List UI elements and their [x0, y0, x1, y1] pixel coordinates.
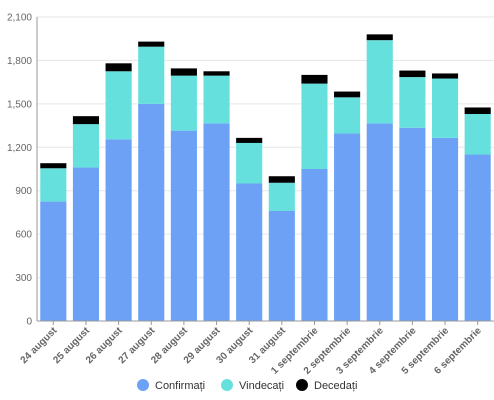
- bar-vindecati[interactable]: [170, 75, 197, 131]
- bar-decedati[interactable]: [431, 73, 459, 79]
- legend-item-decedati[interactable]: Decedați: [296, 379, 357, 392]
- bar-vindecati[interactable]: [40, 168, 67, 202]
- bar-decedati[interactable]: [301, 74, 328, 84]
- legend-marker: [137, 379, 149, 391]
- bar-vindecati[interactable]: [236, 142, 263, 184]
- bar-decedati[interactable]: [334, 91, 361, 98]
- y-tick-label: 900: [15, 186, 32, 197]
- y-tick-label: 1,200: [7, 143, 32, 154]
- legend-marker: [221, 379, 233, 391]
- bar-decedati[interactable]: [203, 71, 230, 76]
- legend-label: Decedați: [314, 380, 357, 392]
- legend-label: Vindecați: [239, 380, 284, 392]
- bar-vindecati[interactable]: [464, 113, 491, 155]
- y-tick-label: 600: [15, 230, 32, 241]
- y-tick-label: 0: [26, 317, 32, 328]
- bar-confirmati[interactable]: [399, 127, 426, 321]
- bar-vindecati[interactable]: [431, 78, 459, 138]
- bar-decedati[interactable]: [366, 34, 393, 41]
- bar-vindecati[interactable]: [334, 97, 361, 134]
- bar-decedati[interactable]: [138, 41, 165, 47]
- bar-decedati[interactable]: [399, 70, 426, 78]
- y-tick-label: 300: [15, 273, 32, 284]
- bar-decedati[interactable]: [464, 107, 491, 114]
- bar-confirmati[interactable]: [464, 154, 491, 321]
- legend-marker: [296, 379, 308, 391]
- bar-confirmati[interactable]: [105, 139, 132, 321]
- bar-decedati[interactable]: [72, 116, 100, 125]
- bar-decedati[interactable]: [170, 68, 197, 76]
- bar-confirmati[interactable]: [268, 210, 295, 321]
- bar-decedati[interactable]: [40, 163, 67, 169]
- bar-vindecati[interactable]: [105, 71, 132, 140]
- bar-vindecati[interactable]: [366, 40, 393, 124]
- y-tick-label: 1,800: [7, 56, 32, 67]
- bar-confirmati[interactable]: [170, 130, 197, 321]
- bar-vindecati[interactable]: [268, 182, 295, 211]
- bar-confirmati[interactable]: [301, 169, 328, 321]
- bar-confirmati[interactable]: [236, 183, 263, 321]
- legend-item-confirmati[interactable]: Confirmați: [137, 379, 205, 392]
- legend-label: Confirmați: [155, 380, 205, 392]
- bar-confirmati[interactable]: [431, 137, 459, 321]
- bar-vindecati[interactable]: [399, 77, 426, 128]
- bar-decedati[interactable]: [268, 176, 295, 183]
- bar-vindecati[interactable]: [72, 124, 100, 168]
- bar-confirmati[interactable]: [203, 123, 230, 322]
- bar-confirmati[interactable]: [334, 133, 361, 321]
- bar-confirmati[interactable]: [40, 201, 67, 321]
- y-tick-label: 2,100: [7, 13, 32, 24]
- bar-decedati[interactable]: [236, 137, 263, 143]
- legend[interactable]: Confirmați Vindecați Decedați: [137, 379, 357, 392]
- legend-item-vindecati[interactable]: Vindecați: [221, 379, 284, 392]
- bar-vindecati[interactable]: [301, 83, 328, 169]
- bar-confirmati[interactable]: [366, 123, 393, 322]
- bar-vindecati[interactable]: [138, 46, 165, 104]
- bar-confirmati[interactable]: [138, 103, 165, 321]
- bar-vindecati[interactable]: [203, 75, 230, 124]
- bar-confirmati[interactable]: [72, 167, 100, 321]
- y-tick-label: 1,500: [7, 99, 32, 110]
- bar-decedati[interactable]: [105, 63, 132, 72]
- bars: [40, 34, 491, 322]
